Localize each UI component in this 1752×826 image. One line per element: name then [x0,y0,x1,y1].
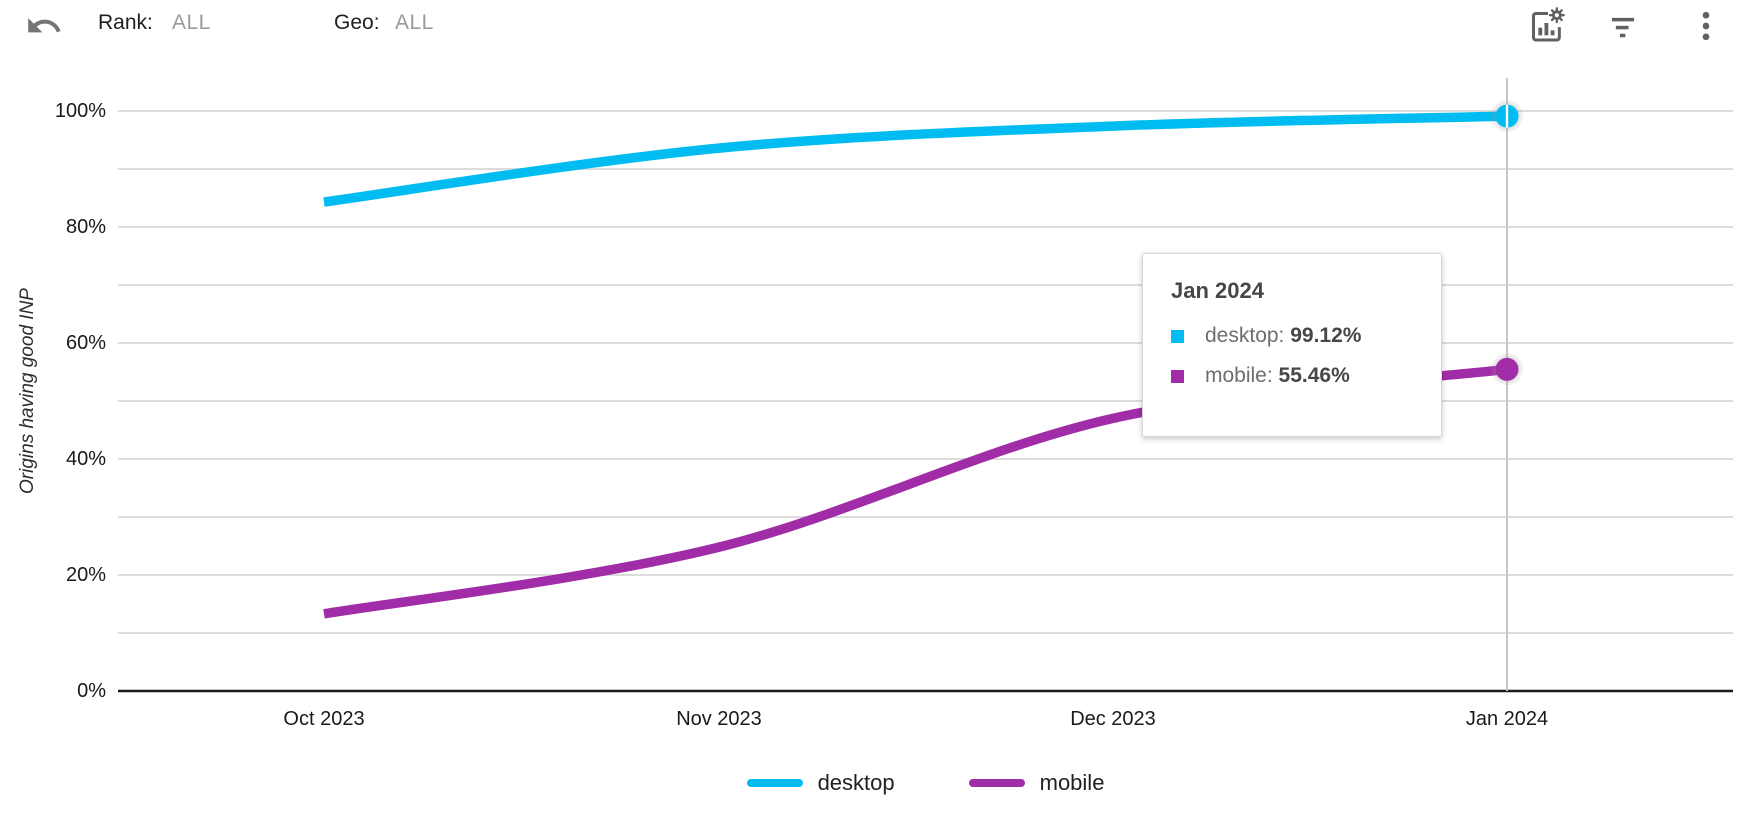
tooltip-row: desktop: 99.12% [1171,324,1441,348]
rank-filter-label: Rank: [98,11,153,34]
legend-swatch [968,779,1025,787]
mobile-point-marker[interactable] [1495,357,1519,381]
chart-tooltip: Jan 2024 desktop: 99.12% mobile: 55.46% [1142,253,1442,437]
legend-swatch [746,779,803,787]
y-tick-label: 40% [65,448,106,470]
legend-item-desktop[interactable]: desktop [746,770,895,796]
x-tick-label: Nov 2023 [676,708,762,730]
x-tick-label: Dec 2023 [1070,708,1156,730]
geo-filter-label: Geo: [334,11,380,34]
tooltip-row: mobile: 55.46% [1171,364,1441,388]
tooltip-series-swatch [1171,369,1184,383]
y-axis-title: Origins having good INP [17,288,38,494]
tooltip-series-label: mobile: [1205,364,1279,387]
kebab-menu-icon [1687,7,1725,50]
toolbar: Rank: ALL Geo: ALL [0,0,1752,56]
tooltip-title: Jan 2024 [1171,278,1264,303]
rank-filter-value[interactable]: ALL [172,11,211,34]
y-tick-label: 0% [77,680,106,702]
x-tick-label: Oct 2023 [283,708,365,730]
tooltip-series-label: desktop: [1205,324,1291,347]
tooltip-series-swatch [1171,329,1184,343]
geo-filter-value[interactable]: ALL [395,11,434,34]
y-tick-label: 20% [65,564,106,586]
undo-button[interactable] [24,8,64,48]
chart-settings-button[interactable] [1526,6,1566,51]
undo-icon [25,7,63,50]
filter-icon [1604,7,1642,50]
legend-label: desktop [817,770,895,795]
tooltip-series-value: 55.46% [1278,364,1350,387]
tooltip-series-value: 99.12% [1290,324,1362,347]
chart-settings-icon [1526,6,1566,51]
desktop-line[interactable] [323,111,1508,207]
filter-button[interactable] [1603,8,1643,48]
y-tick-label: 60% [65,332,106,354]
legend-item-mobile[interactable]: mobile [968,770,1105,796]
y-tick-label: 100% [54,100,106,122]
legend-label: mobile [1039,770,1105,795]
more-options-button[interactable] [1686,8,1726,48]
x-tick-label: Jan 2024 [1465,708,1549,730]
y-tick-label: 80% [65,216,106,238]
chart-legend: desktop mobile [118,770,1733,796]
